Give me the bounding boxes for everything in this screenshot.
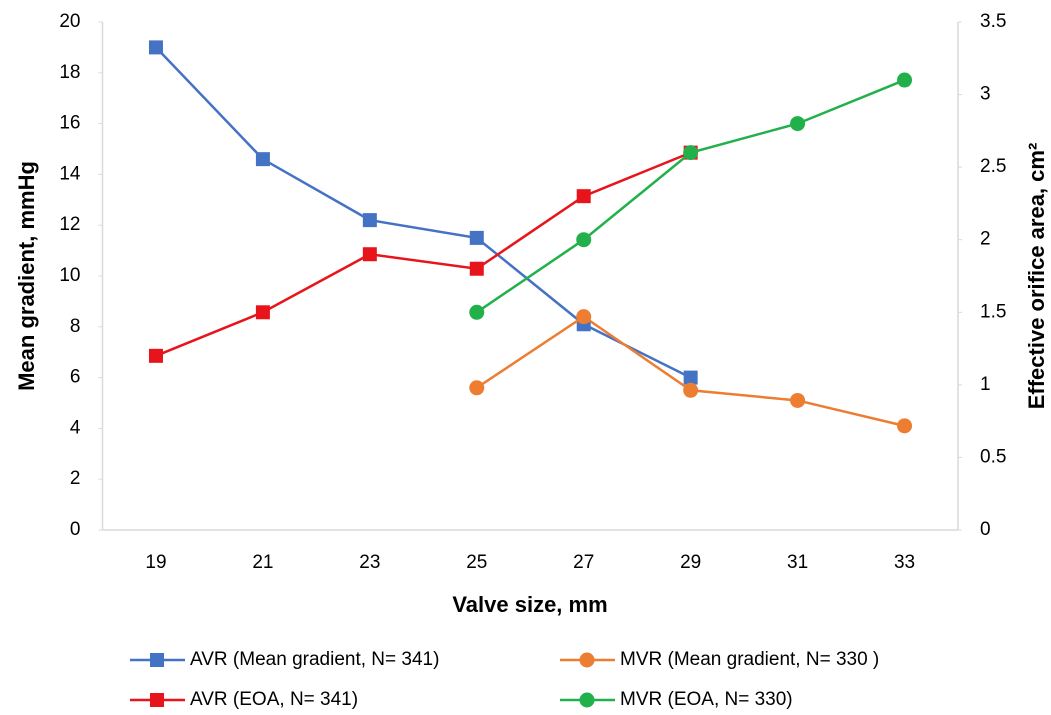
y-tick-label: 14 [59, 163, 81, 184]
y-tick-label: 16 [59, 113, 80, 134]
y2-tick-label: 1.5 [980, 301, 1006, 322]
y2-tick-label: 0.5 [980, 446, 1006, 467]
data-point [255, 305, 270, 320]
series-line [155, 46, 692, 379]
data-point [469, 230, 484, 245]
y2-tick-label: 1 [980, 374, 991, 395]
y-tick-label: 10 [59, 265, 80, 286]
data-point [362, 247, 377, 262]
y-tick-label: 12 [59, 214, 80, 235]
data-point [469, 380, 485, 396]
y2-tick-label: 2.5 [980, 156, 1006, 177]
y-tick-label: 4 [70, 417, 81, 438]
data-point [683, 382, 699, 398]
data-point [683, 145, 699, 161]
data-point [576, 309, 592, 325]
y-tick-label: 18 [59, 62, 80, 83]
x-tick-label: 31 [787, 552, 808, 573]
legend-marker [579, 652, 595, 668]
y-tick-label: 6 [70, 367, 81, 388]
series-line [476, 78, 906, 314]
x-tick-label: 29 [680, 552, 701, 573]
legend-label: AVR (Mean gradient, N= 341) [190, 649, 439, 670]
data-point [255, 152, 270, 167]
y2-tick-label: 2 [980, 229, 991, 250]
y2-tick-label: 3 [980, 84, 991, 105]
legend-label: AVR (EOA, N= 341) [190, 689, 358, 710]
x-tick-label: 23 [359, 552, 380, 573]
legend-label: MVR (Mean gradient, N= 330 ) [620, 649, 879, 670]
series-line [155, 151, 692, 357]
y2-axis-title: Effective orifice area, cm² [1024, 143, 1049, 410]
data-point [148, 40, 163, 55]
data-point [897, 72, 913, 88]
legend-marker [150, 693, 164, 707]
data-point [576, 232, 592, 248]
data-point [790, 116, 806, 132]
x-tick-label: 21 [252, 552, 273, 573]
x-tick-label: 33 [894, 552, 915, 573]
y-tick-label: 0 [70, 519, 81, 540]
y2-tick-label: 3.5 [980, 11, 1006, 32]
data-point [469, 261, 484, 276]
data-point [148, 348, 163, 363]
data-point [897, 418, 913, 434]
y-tick-label: 20 [59, 11, 80, 32]
data-point [469, 304, 485, 320]
y-tick-label: 2 [70, 468, 81, 489]
y-axis-title: Mean gradient, mmHg [14, 161, 39, 391]
y-tick-label: 8 [70, 316, 81, 337]
x-axis-title: Valve size, mm [452, 592, 607, 617]
x-tick-label: 27 [573, 552, 594, 573]
data-point [362, 213, 377, 228]
legend-marker [579, 692, 595, 708]
data-point [790, 392, 806, 408]
y2-tick-label: 0 [980, 519, 991, 540]
data-point [683, 370, 698, 385]
legend-marker [150, 653, 164, 667]
x-tick-label: 19 [145, 552, 166, 573]
data-point [576, 189, 591, 204]
legend-label: MVR (EOA, N= 330) [620, 689, 793, 710]
x-tick-label: 25 [466, 552, 487, 573]
